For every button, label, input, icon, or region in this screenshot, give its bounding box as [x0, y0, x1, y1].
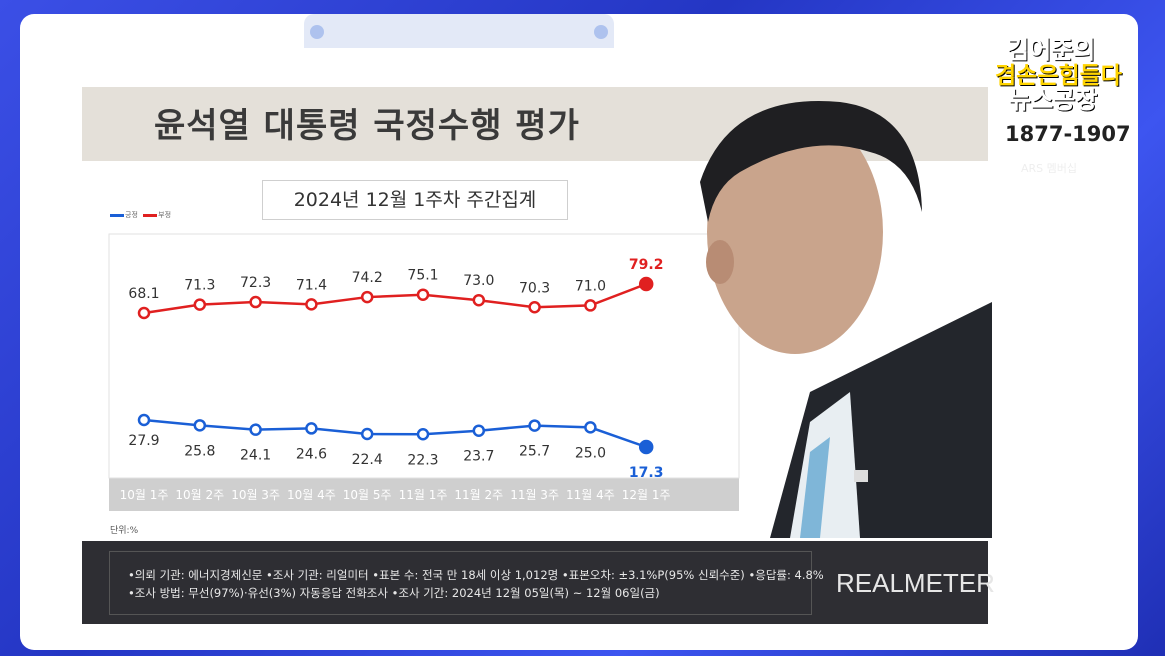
data-label: 25.7	[519, 444, 550, 460]
series-line-positive	[143, 418, 647, 449]
x-tick-label: 10월 2주	[175, 488, 224, 502]
tab-dot-left	[310, 25, 324, 39]
data-point	[416, 288, 430, 301]
data-label: 25.8	[184, 443, 215, 459]
face-shape	[707, 110, 883, 354]
data-label: 25.0	[575, 445, 606, 461]
x-tick-label: 11월 1주	[399, 488, 448, 502]
note-line-1: •의뢰 기관: 에너지경제신문 •조사 기관: 리얼미터 •표본 수: 전국 만…	[128, 568, 824, 582]
phone-number: 1877-1907	[1005, 122, 1131, 146]
legend-swatch-negative	[143, 213, 158, 217]
logo-line-2: 겸손은힘들다	[995, 63, 1122, 89]
data-point	[137, 306, 151, 320]
data-point	[360, 290, 374, 304]
data-label: 74.2	[352, 270, 383, 286]
data-point	[584, 299, 597, 312]
tie-shape	[800, 437, 830, 538]
phone-box	[1003, 118, 1119, 150]
x-tick-label: 10월 1주	[120, 488, 169, 502]
x-tick-label: 10월 5주	[343, 488, 392, 502]
logo-line-3: 뉴스공장	[1009, 86, 1098, 114]
realmeter-logo: REALMETER	[836, 568, 995, 598]
president-photo	[700, 101, 992, 538]
data-point	[360, 427, 374, 441]
notes-panel	[82, 541, 988, 624]
data-point	[305, 422, 318, 435]
hair-shape	[700, 101, 922, 222]
data-label: 71.4	[296, 277, 327, 293]
data-point	[528, 419, 541, 432]
data-label: 73.0	[463, 273, 494, 289]
data-point	[528, 301, 541, 314]
data-point	[638, 439, 654, 455]
data-label: 22.4	[352, 452, 383, 468]
data-label: 22.3	[407, 452, 438, 468]
data-label: 68.1	[128, 286, 159, 302]
series-line-negative	[143, 282, 647, 315]
unit-label: 단위:%	[110, 526, 139, 536]
data-label: 79.2	[629, 257, 664, 273]
chart-title: 윤석열 대통령 국정수행 평가	[154, 106, 580, 146]
x-tick-label: 12월 1주	[622, 488, 671, 502]
chart-subtitle: 2024년 12월 1주차 주간집계	[262, 180, 568, 220]
lapel-pin	[854, 470, 868, 482]
news-factory-logo: 김어준의 겸손은힘들다 뉴스공장 1877-1907 ARS 멤버십	[995, 26, 1131, 176]
legend-label-negative: 부정	[158, 211, 172, 219]
data-point	[584, 421, 597, 434]
data-label: 71.3	[184, 278, 215, 294]
notes-box	[109, 551, 812, 615]
legend: 긍정 부정	[110, 210, 171, 220]
data-label: 17.3	[629, 465, 664, 481]
x-tick-label: 11월 2주	[454, 488, 503, 502]
data-point	[249, 295, 262, 309]
note-line-2: •조사 방법: 무선(97%)·유선(3%) 자동응답 전화조사 •조사 기간:…	[128, 586, 660, 600]
data-label: 24.6	[296, 446, 327, 462]
data-point	[416, 428, 430, 441]
data-point	[638, 276, 654, 292]
data-point	[305, 298, 318, 311]
data-label: 75.1	[407, 268, 438, 284]
logo-line-1: 김어준의	[1007, 36, 1096, 64]
data-label: 23.7	[463, 449, 494, 465]
data-point	[193, 419, 207, 432]
ars-membership: ARS 멤버십	[1021, 162, 1078, 175]
data-label: 27.9	[128, 433, 159, 449]
data-point	[472, 293, 486, 307]
data-label: 71.0	[575, 278, 606, 294]
data-label: 72.3	[240, 275, 271, 291]
x-tick-label: 10월 3주	[231, 488, 280, 502]
x-tick-label: 11월 3주	[510, 488, 559, 502]
data-point	[249, 423, 262, 436]
data-point	[193, 298, 207, 311]
data-label: 24.1	[240, 448, 271, 464]
x-axis-band	[109, 478, 739, 511]
data-point	[137, 413, 151, 427]
x-tick-label: 10월 4주	[287, 488, 336, 502]
x-tick-label: 11월 4주	[566, 488, 615, 502]
tab-dot-right	[594, 25, 608, 39]
data-label: 70.3	[519, 280, 550, 296]
legend-label-positive: 긍정	[125, 211, 138, 219]
ear-shape	[706, 240, 734, 284]
data-point	[472, 424, 486, 437]
top-tab-strip	[304, 14, 614, 48]
legend-swatch-positive	[110, 213, 124, 217]
